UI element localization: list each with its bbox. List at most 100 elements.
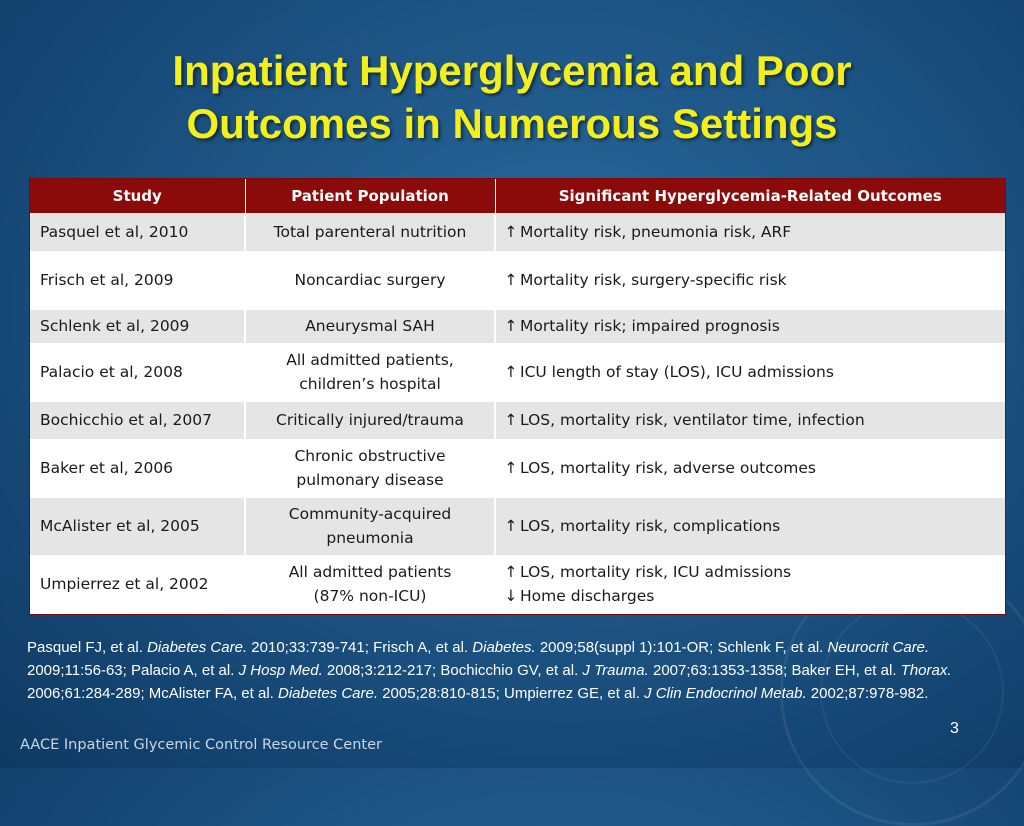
outcome-text: LOS, mortality risk, ICU admissions	[520, 563, 792, 581]
outcome-text: Mortality risk, pneumonia risk, ARF	[520, 222, 792, 241]
footer-label: AACE Inpatient Glycemic Control Resource…	[20, 737, 382, 753]
cell-study: Umpierrez et al, 2002	[30, 555, 246, 614]
table-row: Pasquel et al, 2010 Total parenteral nutr…	[30, 213, 1005, 252]
cell-outcomes: ↑ LOS, mortality risk, adverse outcomes	[495, 439, 1005, 498]
cell-study: McAlister et al, 2005	[30, 497, 246, 556]
outcome-line: ↑ LOS, mortality risk, ICU admissions	[504, 560, 995, 584]
reference-details: 2009;58(suppl 1):101-OR;	[535, 639, 718, 656]
population-line: Aneurysmal SAH	[305, 317, 435, 335]
population-line: pulmonary disease	[296, 471, 444, 489]
reference-details: 2007;63:1353-1358;	[648, 662, 792, 679]
title-line-2: Outcomes in Numerous Settings	[186, 100, 838, 147]
population-line: Noncardiac surgery	[294, 271, 446, 289]
cell-study: Baker et al, 2006	[30, 439, 246, 498]
cell-population: Community-acquired pneumonia	[245, 497, 496, 556]
reference-authors: Frisch A, et al.	[373, 639, 473, 656]
table-header-row: Study Patient Population Significant Hyp…	[30, 179, 1005, 213]
reference-authors: Schlenk F, et al.	[717, 639, 828, 656]
outcome-line: ↑ LOS, mortality risk, ventilator time, i…	[504, 408, 995, 432]
reference-authors: Baker EH, et al.	[791, 662, 901, 679]
reference-authors: Pasquel FJ, et al.	[27, 639, 148, 656]
reference-details: 2010;33:739-741;	[247, 639, 374, 656]
cell-population: All admitted patients (87% non-ICU)	[245, 555, 496, 614]
reference-authors: Palacio A, et al.	[130, 662, 239, 679]
table-row: Schlenk et al, 2009 Aneurysmal SAH ↑ Mortal…	[30, 309, 1005, 344]
outcome-line: ↑ Mortality risk, pneumonia risk, ARF	[504, 220, 995, 244]
outcome-line: ↑ Mortality risk; impaired prognosis	[504, 314, 995, 338]
header-study: Study	[30, 179, 246, 213]
reference-details: 2002;87:978-982.	[806, 685, 929, 702]
cell-population: Total parenteral nutrition	[245, 213, 496, 252]
header-patient-population: Patient Population	[245, 179, 496, 213]
reference-authors: Umpierrez GE, et al.	[504, 685, 645, 702]
outcome-line: ↑ ICU length of stay (LOS), ICU admission…	[504, 360, 995, 384]
cell-population: Noncardiac surgery	[245, 251, 496, 310]
cell-outcomes: ↑ LOS, mortality risk, ventilator time, i…	[495, 401, 1005, 440]
arrow-up-icon: ↑	[504, 563, 518, 581]
arrow-down-icon: ↓	[504, 587, 518, 605]
reference-journal: Diabetes.	[472, 639, 536, 656]
population-line: Critically injured/trauma	[276, 411, 464, 429]
arrow-up-icon: ↑	[504, 517, 518, 535]
arrow-up-icon: ↑	[504, 411, 518, 429]
outcome-line: ↑ LOS, mortality risk, adverse outcomes	[504, 456, 995, 480]
population-line: Total parenteral nutrition	[273, 222, 467, 241]
population-line: children’s hospital	[299, 375, 441, 393]
cell-outcomes: ↑ ICU length of stay (LOS), ICU admission…	[495, 343, 1005, 402]
outcome-text: Home discharges	[520, 587, 655, 605]
arrow-up-icon: ↑	[504, 363, 518, 381]
page-number: 3	[950, 720, 959, 737]
population-line: All admitted patients	[288, 563, 452, 581]
outcome-text: LOS, mortality risk, ventilator time, in…	[520, 411, 865, 429]
cell-study: Bochicchio et al, 2007	[30, 401, 246, 440]
outcome-text: Mortality risk; impaired prognosis	[520, 317, 780, 335]
table-row: McAlister et al, 2005 Community-acquired p…	[30, 497, 1005, 556]
cell-population: All admitted patients, children’s hospita…	[245, 343, 496, 402]
table-row: Palacio et al, 2008 All admitted patients…	[30, 343, 1005, 402]
slide-title: Inpatient Hyperglycemia and Poor Outcome…	[0, 44, 1024, 150]
population-line: pneumonia	[326, 529, 414, 547]
outcome-text: ICU length of stay (LOS), ICU admissions	[520, 363, 834, 381]
reference-authors: Bochicchio GV, et al.	[440, 662, 583, 679]
outcome-line: ↑ LOS, mortality risk, complications	[504, 514, 995, 538]
reference-journal: J Trauma.	[582, 662, 649, 679]
references: Pasquel FJ, et al. Diabetes Care. 2010;3…	[27, 636, 977, 705]
cell-study: Palacio et al, 2008	[30, 343, 246, 402]
arrow-up-icon: ↑	[504, 271, 518, 289]
reference-journal: Neurocrit Care.	[827, 639, 930, 656]
cell-outcomes: ↑ Mortality risk; impaired prognosis	[495, 309, 1005, 344]
table-body: Pasquel et al, 2010 Total parenteral nutr…	[30, 213, 1005, 614]
population-line: Community-acquired	[288, 505, 452, 523]
table-row: Frisch et al, 2009 Noncardiac surgery ↑ Mor…	[30, 251, 1005, 310]
outcome-line: ↑ Mortality risk, surgery-specific risk	[504, 268, 995, 292]
table-row: Baker et al, 2006 Chronic obstructive pulm…	[30, 439, 1005, 498]
outcomes-table: Study Patient Population Significant Hyp…	[29, 178, 1006, 615]
cell-outcomes: ↑ Mortality risk, pneumonia risk, ARF	[495, 213, 1005, 252]
reference-details: 2009;11:56-63;	[27, 662, 131, 679]
cell-study: Frisch et al, 2009	[30, 251, 246, 310]
cell-population: Chronic obstructive pulmonary disease	[245, 439, 496, 498]
arrow-up-icon: ↑	[504, 459, 518, 477]
reference-journal: J Hosp Med.	[238, 662, 323, 679]
table-row: Bochicchio et al, 2007 Critically injured…	[30, 401, 1005, 440]
reference-details: 2005;28:810-815;	[378, 685, 504, 702]
cell-outcomes: ↑ LOS, mortality risk, ICU admissions ↓ Hom…	[495, 555, 1005, 614]
cell-population: Critically injured/trauma	[245, 401, 496, 440]
reference-journal: Diabetes Care.	[277, 685, 379, 702]
population-line: Chronic obstructive	[294, 447, 446, 465]
cell-population: Aneurysmal SAH	[245, 309, 496, 344]
reference-journal: J Clin Endocrinol Metab.	[644, 685, 807, 702]
cell-study: Pasquel et al, 2010	[30, 213, 246, 252]
outcome-line: ↓ Home discharges	[504, 584, 995, 608]
outcome-text: Mortality risk, surgery-specific risk	[520, 271, 787, 289]
reference-details: 2008;3:212-217;	[322, 662, 441, 679]
cell-outcomes: ↑ LOS, mortality risk, complications	[495, 497, 1005, 556]
population-line: All admitted patients,	[286, 351, 454, 369]
reference-details: 2006;61:284-289;	[27, 685, 149, 702]
population-line: (87% non-ICU)	[313, 587, 427, 605]
header-outcomes: Significant Hyperglycemia-Related Outcom…	[495, 179, 1005, 213]
arrow-up-icon: ↑	[504, 222, 518, 241]
table-row: Umpierrez et al, 2002 All admitted patien…	[30, 555, 1005, 614]
title-line-1: Inpatient Hyperglycemia and Poor	[172, 47, 852, 94]
outcome-text: LOS, mortality risk, adverse outcomes	[520, 459, 816, 477]
